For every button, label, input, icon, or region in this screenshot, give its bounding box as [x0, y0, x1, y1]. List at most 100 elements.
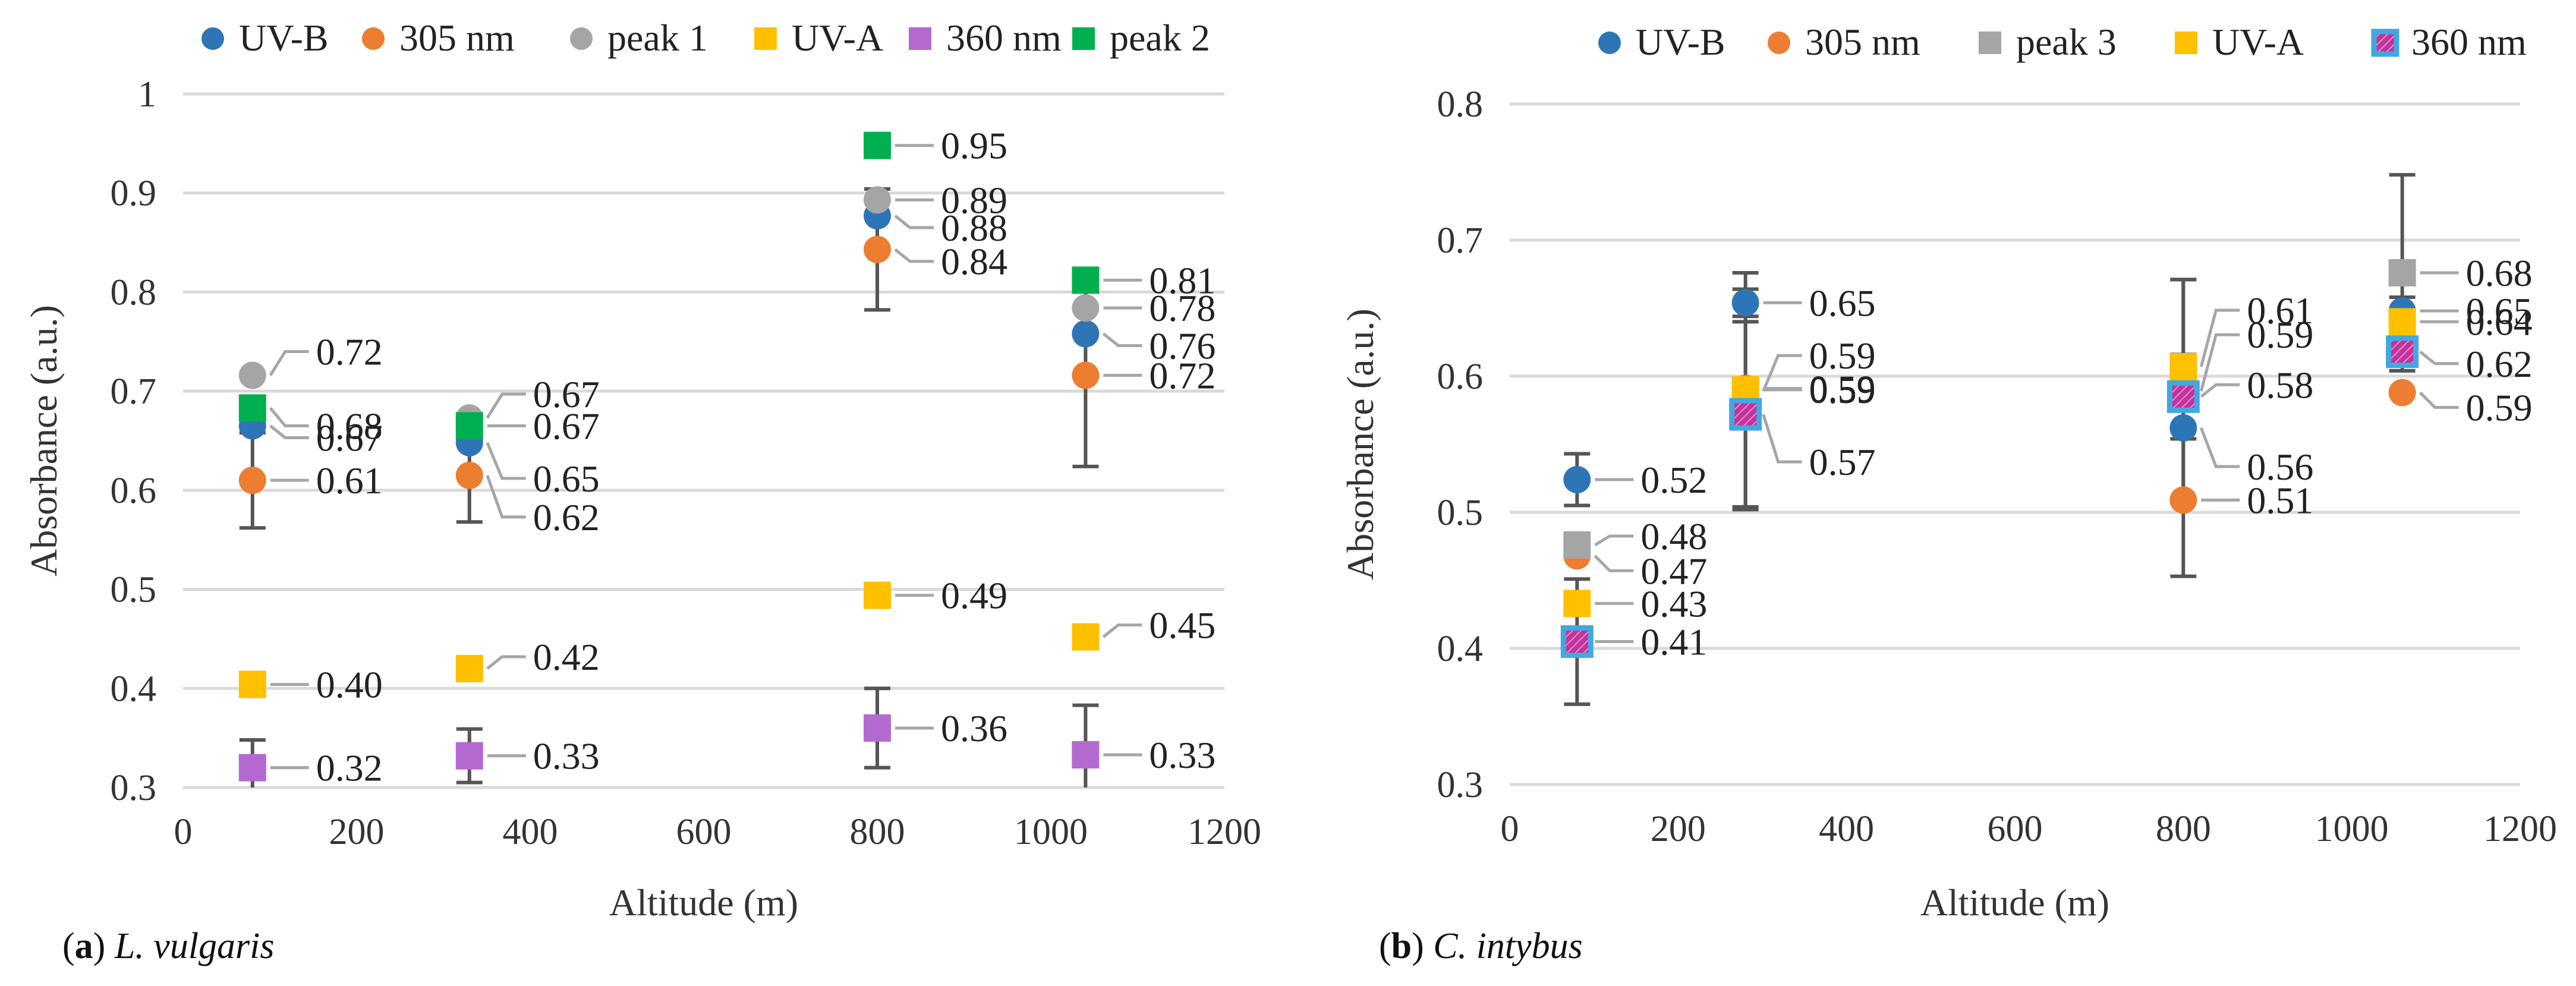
x-tick-label: 200 [1651, 809, 1706, 849]
data-label: 0.68 [2466, 252, 2533, 294]
legend-marker [1598, 31, 1621, 54]
label-leader-line [2199, 427, 2240, 468]
data-label: 0.95 [941, 125, 1007, 167]
data-label: 0.88 [941, 207, 1007, 249]
data-label: 0.61 [2247, 289, 2313, 332]
legend-item: 305 nm [362, 17, 515, 59]
legend-marker [754, 27, 777, 50]
data-label: 0.68 [316, 405, 383, 447]
legend-label: peak 2 [1110, 17, 1210, 59]
data-label: 0.67 [533, 373, 600, 415]
data-label: 0.47 [1640, 550, 1707, 592]
legend-item: 305 nm [1768, 21, 1920, 63]
data-point [2388, 259, 2416, 286]
legend-item: UV-B [1598, 21, 1725, 63]
x-tick-label: 1000 [2315, 809, 2389, 849]
caption-panel-label: a [75, 926, 93, 966]
x-tick-label: 1200 [1188, 812, 1261, 852]
legend-label: UV-A [2212, 21, 2304, 63]
data-label: 0.45 [1149, 604, 1215, 647]
caption-species: L. vulgaris [114, 926, 275, 966]
legend-marker [362, 27, 385, 50]
legend-item: UV-A [754, 17, 883, 59]
caption-panel-label: b [1391, 926, 1412, 966]
data-point [455, 742, 483, 770]
legend-marker [1979, 31, 2001, 54]
data-point [1563, 590, 1591, 618]
label-leader-line [269, 407, 309, 427]
data-point [455, 461, 483, 489]
data-label: 0.33 [533, 735, 600, 777]
data-point [2388, 379, 2416, 407]
data-label: 0.59 [1809, 369, 1876, 411]
data-label: 0.81 [1149, 259, 1215, 301]
legend-item: peak 1 [570, 17, 708, 59]
x-tick-label: 600 [1988, 809, 2043, 849]
caption-paren-open: ( [62, 926, 75, 966]
legend-label: 305 nm [1805, 21, 1920, 63]
legend-marker [570, 27, 593, 50]
data-label: 0.33 [1149, 734, 1215, 776]
data-label: 0.59 [1809, 335, 1876, 377]
legend-label: 360 nm [2411, 21, 2527, 63]
label-leader-line [2200, 383, 2240, 398]
data-label: 0.65 [533, 458, 600, 500]
label-leader-line [1762, 354, 1802, 392]
label-leader-line [486, 655, 526, 670]
label-leader-line [1594, 555, 1634, 572]
legend-label: UV-B [239, 17, 329, 59]
x-tick-label: 200 [329, 812, 385, 852]
legend-item: 360 nm [909, 17, 1062, 59]
data-point [455, 654, 483, 682]
label-leader-line [2419, 350, 2459, 366]
legend-marker [1768, 31, 1790, 54]
label-leader-line [1102, 623, 1142, 638]
label-leader-line [2199, 333, 2240, 392]
data-point [1731, 289, 1759, 317]
data-point [864, 186, 891, 214]
data-label: 0.76 [1149, 325, 1215, 367]
chart-panel-b: 0.3 0.4 0.5 0.6 0.7 0.8 0 200 400 600 800 1000 1200 A… [1339, 21, 2557, 966]
x-axis-title: Altitude (m) [609, 881, 798, 924]
y-tick-label: 0.9 [111, 174, 157, 214]
data-point [864, 714, 891, 742]
label-leader-line [894, 248, 934, 263]
data-label: 0.42 [533, 636, 600, 678]
data-point [238, 361, 266, 389]
data-label: 0.62 [2466, 343, 2533, 385]
legend-label: peak 1 [607, 17, 708, 59]
data-label: 0.62 [533, 496, 600, 538]
label-leader-line [486, 392, 526, 419]
data-label: 0.65 [2466, 290, 2533, 332]
data-label: 0.32 [316, 747, 383, 789]
legend-label: UV-A [792, 17, 883, 59]
data-label: 0.61 [316, 459, 383, 502]
legend-item: peak 2 [1072, 17, 1210, 59]
label-leader-line [1102, 332, 1142, 347]
data-label: 0.40 [316, 664, 383, 706]
data-label: 0.89 [941, 179, 1007, 221]
x-tick-label: 0 [174, 812, 193, 852]
label-leader-line [269, 424, 309, 439]
data-label: 0.49 [941, 575, 1007, 617]
chart-panel-a: 0.3 0.4 0.5 0.6 0.7 0.8 0.9 1 0 200 400 600 800 1000 1… [23, 17, 1261, 966]
panel-caption: (a) L. vulgaris [62, 926, 275, 966]
x-tick-label: 400 [1819, 809, 1874, 849]
data-point [455, 412, 483, 440]
caption-paren-open: ( [1379, 926, 1391, 966]
y-tick-label: 0.6 [111, 471, 157, 511]
caption-species: C. intybus [1433, 926, 1582, 966]
y-tick-label: 0.8 [1437, 84, 1484, 125]
x-axis-title: Altitude (m) [1920, 881, 2109, 924]
data-label: 0.52 [1640, 459, 1707, 501]
data-label: 0.59 [2466, 386, 2533, 429]
data-point [1072, 623, 1100, 651]
y-tick-label: 1 [138, 74, 156, 115]
data-point [1072, 741, 1100, 768]
caption-paren-close: ) [1412, 926, 1433, 966]
data-point [1072, 294, 1100, 322]
data-point [1072, 266, 1100, 294]
y-tick-label: 0.7 [111, 371, 157, 412]
panel-caption: (b) C. intybus [1379, 926, 1583, 966]
legend-label: 360 nm [946, 17, 1062, 59]
